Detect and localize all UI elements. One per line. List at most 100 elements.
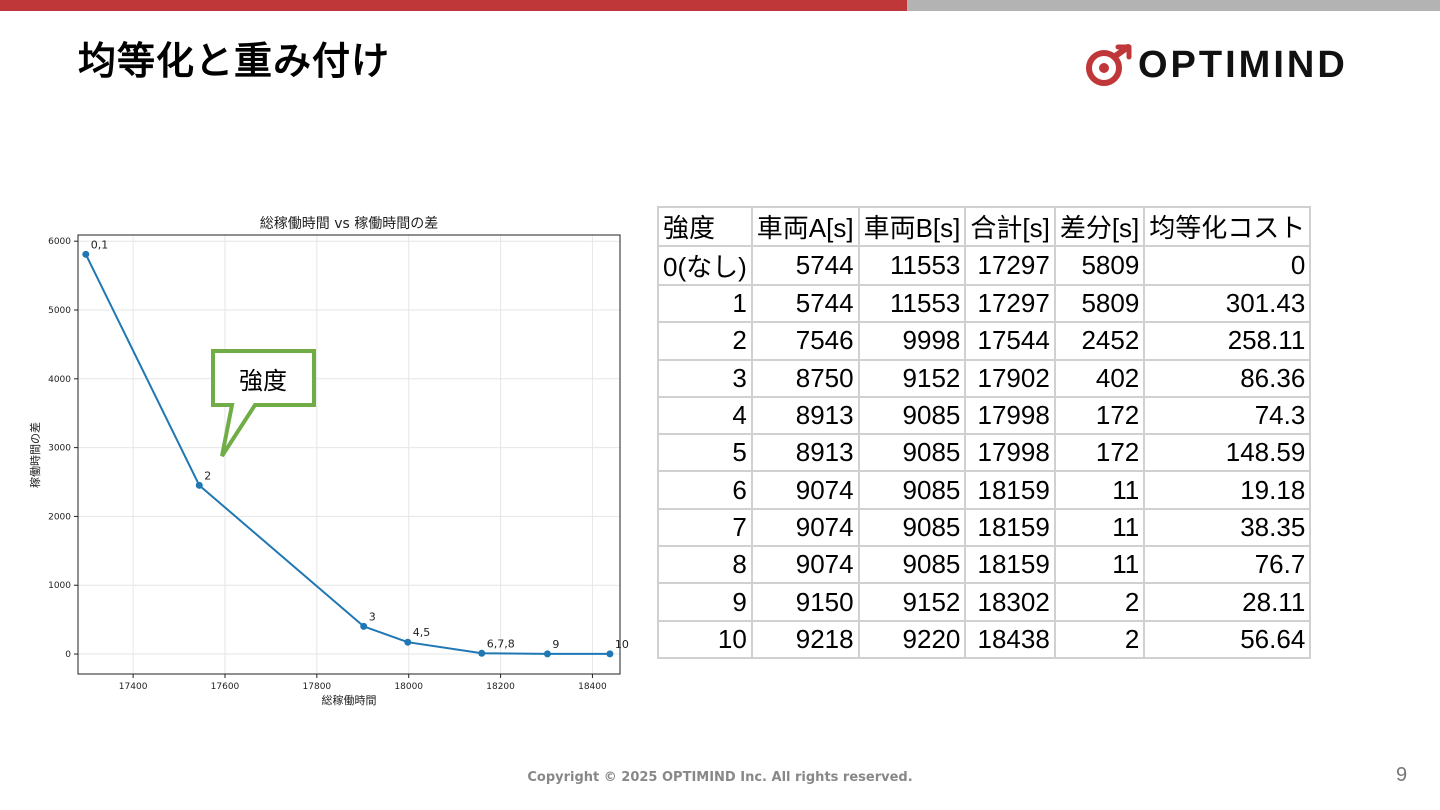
data-point-label: 10 [615, 638, 629, 651]
table-row: 7 9074 9085 18159 11 38.35 [657, 507, 1312, 548]
data-point-label: 9 [552, 638, 559, 651]
copyright-notice: Copyright © 2025 OPTIMIND Inc. All right… [527, 770, 913, 785]
x-tick-label: 17400 [119, 682, 148, 692]
table-cell: 7546 [750, 321, 860, 361]
table-cell: 86.36 [1143, 358, 1312, 398]
table-cell: 5 [657, 433, 753, 473]
data-point-label: 3 [369, 610, 376, 623]
table-cell: 3 [657, 358, 753, 398]
table-cell: 9085 [857, 470, 967, 510]
x-tick-label: 18400 [578, 682, 607, 692]
table-cell: 148.59 [1143, 433, 1312, 473]
results-table: 強度 車両A[s] 車両B[s] 合計[s] 差分[s] 均等化コスト 0(なし) 5744… [657, 206, 1312, 659]
y-tick-label: 3000 [48, 444, 71, 454]
data-point [478, 649, 486, 657]
data-point-label: 2 [204, 469, 211, 482]
table-cell: 9152 [857, 358, 967, 398]
table-cell: 402 [1053, 358, 1146, 398]
y-tick-label: 4000 [48, 375, 71, 385]
top-accent-bar-gray [907, 0, 1440, 11]
table-header-row: 強度 車両A[s] 車両B[s] 合計[s] 差分[s] 均等化コスト [657, 206, 1312, 247]
y-tick-label: 6000 [48, 237, 71, 247]
table-row: 4 8913 9085 17998 172 74.3 [657, 395, 1312, 436]
line-chart: 総稼働時間 vs 稼働時間の差 17400 17600 17800 18000 1820… [28, 216, 629, 707]
table-cell: 9085 [857, 433, 967, 473]
data-point-label: 4,5 [413, 626, 431, 639]
table-cell: 9150 [750, 582, 860, 622]
table-row: 3 8750 9152 17902 402 86.36 [657, 358, 1312, 398]
table-row: 0(なし) 5744 11553 17297 5809 0 [657, 245, 1312, 286]
top-accent-bar-red [0, 0, 907, 11]
table-cell: 2452 [1053, 321, 1146, 361]
table-row: 8 9074 9085 18159 11 76.7 [657, 545, 1312, 585]
table-cell: 172 [1053, 433, 1146, 473]
table-row: 6 9074 9085 18159 11 19.18 [657, 470, 1312, 510]
table-cell: 9074 [750, 545, 860, 585]
data-point [82, 250, 90, 258]
table-cell: 8913 [750, 395, 860, 436]
table-cell: 11 [1053, 507, 1146, 548]
y-tick-label: 2000 [48, 512, 71, 522]
table-cell: 38.35 [1143, 507, 1312, 548]
table-cell: 172 [1053, 395, 1146, 436]
table-cell: 18302 [964, 582, 1056, 622]
table-cell: 0 [1143, 245, 1312, 286]
table-cell: 5809 [1053, 283, 1146, 324]
table-cell: 9220 [857, 619, 967, 659]
y-tick-label: 5000 [48, 306, 71, 316]
data-point [360, 622, 368, 630]
table-header-cell: 車両A[s] [750, 206, 860, 247]
data-point-label: 0,1 [91, 238, 109, 251]
table-cell: 11 [1053, 545, 1146, 585]
table-cell: 4 [657, 395, 753, 436]
table-cell: 17902 [964, 358, 1056, 398]
table-cell: 11553 [857, 283, 967, 324]
table-header-cell: 均等化コスト [1143, 206, 1312, 247]
data-point-label: 6,7,8 [487, 637, 515, 650]
table-body: 0(なし) 5744 11553 17297 5809 0 1 5744 11553 17297 5… [657, 245, 1312, 659]
table-cell: 18438 [964, 619, 1056, 659]
table-cell: 10 [657, 619, 753, 659]
table-cell: 17998 [964, 395, 1056, 436]
table-header-cell: 差分[s] [1053, 206, 1146, 247]
plot-frame [77, 234, 621, 675]
table-cell: 56.64 [1143, 619, 1312, 659]
table-header-cell: 車両B[s] [857, 206, 967, 247]
table-cell: 9074 [750, 470, 860, 510]
logo-wordmark: OPTIMIND [1138, 44, 1348, 86]
table-row: 10 9218 9220 18438 2 56.64 [657, 619, 1312, 659]
optimind-logo: OPTIMIND [1084, 40, 1348, 90]
table-cell: 9218 [750, 619, 860, 659]
table-cell: 6 [657, 470, 753, 510]
table-cell: 19.18 [1143, 470, 1312, 510]
data-point [404, 638, 412, 646]
series-line [84, 253, 610, 655]
table-cell: 11 [1053, 470, 1146, 510]
table-cell: 258.11 [1143, 321, 1312, 361]
table-cell: 17297 [964, 245, 1056, 286]
table-cell: 0(なし) [657, 245, 753, 286]
table-cell: 7 [657, 507, 753, 548]
table-cell: 9085 [857, 545, 967, 585]
table-cell: 8750 [750, 358, 860, 398]
table-cell: 2 [657, 321, 753, 361]
table-cell: 301.43 [1143, 283, 1312, 324]
chart-title: 総稼働時間 vs 稼働時間の差 [260, 216, 438, 232]
table-cell: 5744 [750, 283, 860, 324]
table-cell: 9998 [857, 321, 967, 361]
page-title: 均等化と重み付け [78, 39, 391, 83]
chart-axes: 17400 17600 17800 18000 18200 18400 0 1000 2000 3… [48, 234, 621, 692]
callout-bubble [211, 349, 316, 458]
table-cell: 2 [1053, 582, 1146, 622]
table-cell: 74.3 [1143, 395, 1312, 436]
table-cell: 17998 [964, 433, 1056, 473]
table-cell: 18159 [964, 470, 1056, 510]
table-cell: 5744 [750, 245, 860, 286]
table-cell: 8913 [750, 433, 860, 473]
chart-grid [78, 235, 620, 674]
table-cell: 11553 [857, 245, 967, 286]
data-point [543, 650, 551, 658]
x-tick-label: 17600 [211, 682, 240, 692]
chart-series: 0,1 2 3 4,5 6,7,8 9 10 [82, 238, 629, 658]
table-cell: 8 [657, 545, 753, 585]
